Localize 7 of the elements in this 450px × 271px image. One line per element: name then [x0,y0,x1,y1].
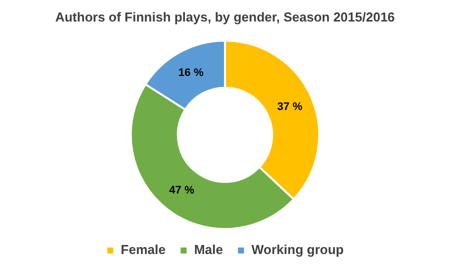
chart-title: Authors of Finnish plays, by gender, Season 2015/2016 [55,9,395,24]
data-label: 16 % [178,66,204,79]
legend-label: Male [194,242,224,258]
data-label: 47 % [169,184,194,197]
data-label: 37 % [277,100,303,113]
legend-label: Working group [252,242,344,258]
legend-label: Female [120,242,166,258]
